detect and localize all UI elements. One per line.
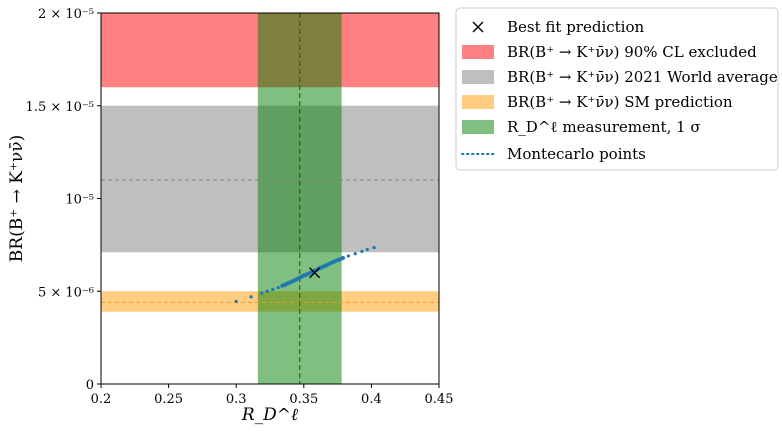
x-tick-label: 0.35: [289, 392, 318, 407]
legend-sm-prediction-swatch: [462, 95, 494, 109]
legend-label-excluded: BR(B⁺ → K⁺ν̄ν) 90% CL excluded: [507, 43, 757, 61]
legend-best-fit-stroke: [472, 21, 484, 33]
legend-label-world-average: BR(B⁺ → K⁺ν̄ν) 2021 World average: [507, 68, 778, 86]
y-tick-label: 2 × 10⁻⁵: [38, 7, 94, 22]
montecarlo-point: [353, 252, 357, 256]
x-tick-label: 0.25: [154, 392, 183, 407]
montecarlo-dense-cluster: [280, 255, 345, 288]
legend: Best fit prediction BR(B⁺ → K⁺ν̄ν) 90% CL…: [455, 7, 779, 171]
legend-label-sm-prediction: BR(B⁺ → K⁺ν̄ν) SM prediction: [507, 93, 733, 111]
x-axis-label: R_D^ℓ: [241, 405, 298, 425]
y-axis-label: BR(B⁺ → K⁺νν̄): [7, 135, 27, 262]
legend-rd-measurement-swatch: [462, 120, 494, 134]
legend-world-average-swatch: [462, 70, 494, 84]
plot-area: [101, 13, 439, 384]
legend-label-montecarlo: Montecarlo points: [507, 145, 646, 163]
best-fit-marker: [309, 267, 321, 279]
x-tick-label: 0.2: [91, 392, 112, 407]
montecarlo-point: [265, 289, 269, 293]
best-fit-stroke: [309, 267, 321, 279]
montecarlo-point: [372, 246, 376, 250]
montecarlo-point: [365, 247, 369, 252]
x-tick-label: 0.4: [361, 392, 382, 407]
montecarlo-point: [276, 285, 280, 290]
legend-best-fit-swatch: [472, 21, 484, 33]
y-tick-label: 1.5 × 10⁻⁵: [26, 100, 94, 115]
montecarlo-point: [360, 249, 364, 253]
y-tick-label: 0: [86, 378, 94, 393]
montecarlo-point: [271, 287, 275, 291]
legend-label-best-fit: Best fit prediction: [507, 18, 645, 36]
y-tick-label: 5 × 10⁻⁶: [38, 285, 94, 300]
legend-box: [455, 7, 779, 171]
montecarlo-point: [346, 254, 351, 258]
axes: 0.2 0.25 0.3 0.35 0.4 0.45 0 5 × 10⁻⁶ 10⁻⁵ 1.5 × …: [7, 7, 453, 425]
y-tick-label: 10⁻⁵: [65, 193, 94, 208]
legend-label-rd-measurement: R_D^ℓ measurement, 1 σ: [507, 118, 701, 136]
montecarlo-point: [260, 291, 264, 295]
montecarlo-point: [249, 295, 253, 299]
x-tick-label: 0.45: [425, 392, 454, 407]
montecarlo-point: [234, 299, 238, 304]
legend-excluded-swatch: [462, 45, 494, 59]
x-tick-label: 0.3: [226, 392, 247, 407]
